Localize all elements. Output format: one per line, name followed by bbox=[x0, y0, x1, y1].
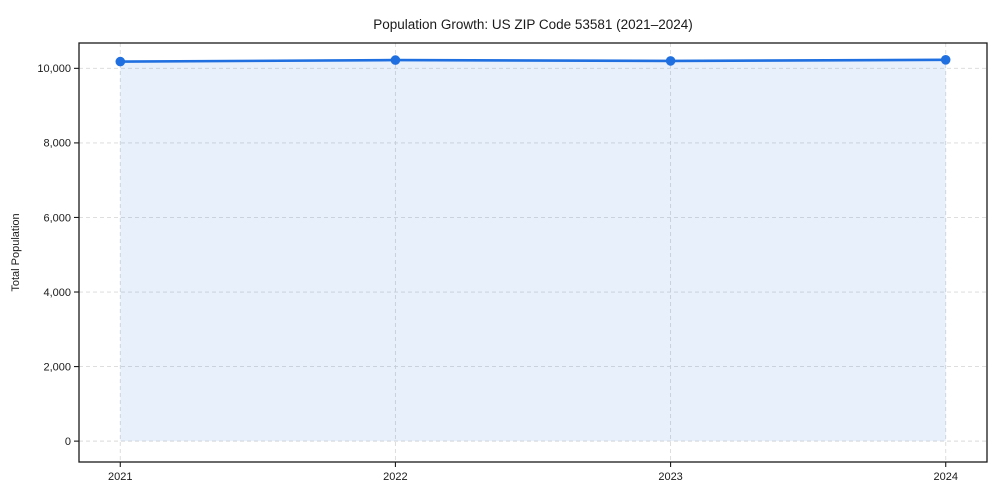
data-point-marker bbox=[390, 55, 401, 65]
area-fill bbox=[120, 59, 946, 442]
y-axis-label: Total Population bbox=[10, 213, 22, 291]
chart-title: Population Growth: US ZIP Code 53581 (20… bbox=[373, 17, 692, 32]
y-tick-label: 8,000 bbox=[43, 138, 71, 150]
series-line bbox=[119, 58, 947, 63]
y-tick-label: 10,000 bbox=[37, 63, 71, 75]
y-tick-label: 4,000 bbox=[43, 287, 71, 299]
x-tick-label: 2023 bbox=[658, 471, 682, 483]
data-point-marker bbox=[665, 56, 676, 66]
x-tick-label: 2022 bbox=[383, 471, 407, 483]
x-tick-label: 2024 bbox=[933, 471, 957, 483]
y-tick-label: 0 bbox=[65, 436, 71, 448]
data-point-marker bbox=[940, 55, 951, 65]
plot-render-layer: 0 2,000 4,000 6,000 8,000 10,000 2021 2022 2023 2… bbox=[37, 42, 988, 483]
data-point-marker bbox=[115, 56, 126, 67]
x-tick-label: 2021 bbox=[108, 471, 132, 483]
y-tick-label: 2,000 bbox=[43, 361, 71, 373]
plot-frame bbox=[78, 42, 988, 463]
y-tick-label: 6,000 bbox=[43, 212, 71, 224]
